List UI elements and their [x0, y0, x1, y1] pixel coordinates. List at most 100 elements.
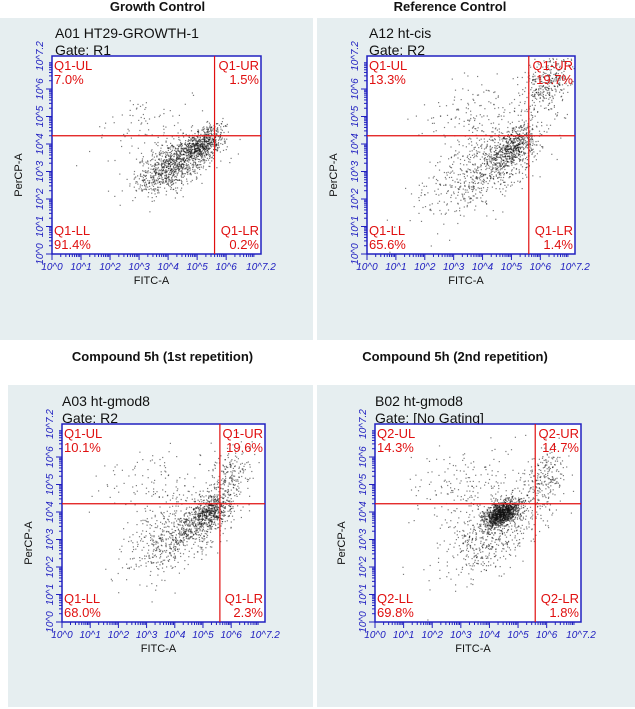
data-point	[472, 163, 474, 165]
data-point	[524, 71, 526, 74]
data-point	[148, 545, 150, 547]
data-point	[152, 185, 155, 187]
data-point	[509, 142, 511, 144]
data-point	[167, 518, 169, 520]
data-point	[194, 527, 196, 529]
data-point	[239, 470, 241, 472]
data-point	[167, 176, 169, 179]
data-point	[179, 540, 181, 542]
data-point	[532, 83, 534, 85]
data-point	[528, 108, 531, 110]
data-point	[208, 496, 210, 498]
data-point	[518, 127, 520, 129]
data-point	[175, 540, 177, 542]
data-point	[498, 113, 500, 116]
data-point	[202, 507, 204, 509]
data-point	[537, 121, 539, 123]
data-point	[505, 151, 507, 153]
data-point	[127, 567, 129, 569]
data-point	[218, 139, 220, 141]
data-point	[161, 537, 163, 539]
data-point	[178, 145, 181, 147]
data-point	[209, 524, 211, 526]
data-point	[521, 146, 523, 148]
data-point	[183, 528, 185, 530]
data-point	[487, 163, 489, 165]
data-point	[213, 517, 215, 519]
data-point	[518, 133, 521, 135]
data-point	[178, 541, 180, 543]
data-point	[196, 146, 198, 148]
data-point	[185, 164, 187, 166]
data-point	[193, 151, 195, 153]
data-point	[204, 148, 206, 150]
data-point	[225, 465, 227, 467]
data-point	[168, 179, 170, 181]
data-point	[174, 197, 176, 199]
data-point	[550, 72, 552, 74]
data-point	[196, 526, 198, 528]
x-tick-label: 10^6	[530, 262, 552, 273]
data-point	[165, 151, 167, 153]
data-point	[167, 531, 169, 533]
data-point	[477, 94, 480, 96]
data-point	[238, 476, 240, 478]
data-point	[202, 549, 204, 551]
data-point	[190, 146, 192, 148]
data-point	[206, 140, 208, 143]
data-point	[553, 106, 555, 108]
data-point	[217, 498, 219, 500]
data-point	[179, 152, 181, 154]
data-point	[221, 514, 223, 516]
data-point	[459, 158, 462, 161]
data-point	[204, 532, 206, 535]
data-point	[199, 523, 201, 525]
data-point	[439, 184, 442, 186]
data-point	[187, 515, 189, 517]
data-point	[546, 68, 548, 70]
data-point	[258, 462, 260, 464]
data-point	[199, 519, 201, 521]
data-point	[497, 116, 499, 118]
data-point	[494, 107, 496, 110]
data-point	[479, 179, 481, 181]
data-point	[178, 544, 181, 546]
data-point	[534, 115, 536, 117]
data-point	[215, 501, 217, 503]
data-point	[224, 506, 226, 508]
data-point	[215, 146, 217, 148]
data-point	[171, 183, 173, 186]
data-point	[556, 58, 558, 60]
data-point	[168, 526, 170, 528]
data-point	[202, 147, 204, 149]
data-point	[517, 130, 519, 132]
data-point	[523, 147, 525, 150]
data-point	[181, 182, 183, 184]
data-point	[212, 139, 214, 141]
data-point	[180, 141, 182, 143]
data-point	[472, 189, 474, 191]
data-point	[516, 150, 518, 152]
data-point	[186, 171, 189, 174]
data-point	[161, 173, 163, 175]
data-point	[537, 111, 539, 113]
data-point	[213, 486, 215, 488]
data-point	[159, 537, 161, 539]
data-point	[132, 200, 134, 202]
data-point	[209, 155, 211, 157]
data-point	[467, 155, 469, 157]
data-point	[447, 122, 449, 124]
data-point	[162, 531, 164, 533]
data-point	[136, 107, 138, 109]
data-point	[504, 147, 506, 149]
data-point	[235, 488, 237, 490]
data-point	[225, 480, 227, 482]
data-point	[180, 510, 182, 512]
data-point	[199, 493, 201, 495]
data-point	[230, 460, 232, 462]
data-point	[169, 157, 172, 159]
data-point	[249, 495, 251, 497]
data-point	[511, 142, 513, 144]
data-point	[163, 163, 165, 166]
data-point	[486, 162, 489, 164]
